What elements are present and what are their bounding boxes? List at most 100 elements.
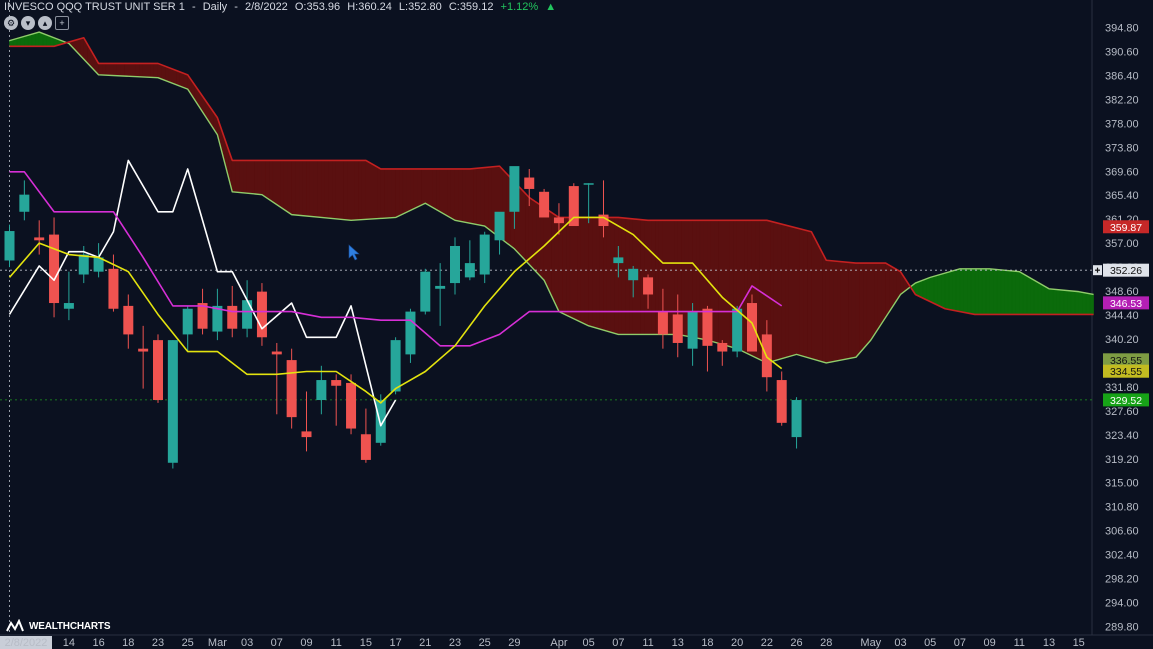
cloud-segment [1052, 288, 1057, 315]
cloud-segment [365, 159, 370, 220]
price-tick-label: 319.20 [1105, 454, 1139, 466]
cloud-segment [476, 167, 482, 226]
candle-body [539, 191, 550, 218]
date-tick-label: 11 [642, 637, 653, 649]
close-value: C:359.12 [448, 1, 494, 13]
cloud-segment [840, 261, 846, 361]
date-tick-label: 05 [924, 637, 936, 649]
cloud-segment [183, 72, 188, 90]
price-tick-label: 394.80 [1105, 23, 1139, 35]
date-tick-label: 20 [731, 637, 743, 649]
cloud-segment [309, 160, 315, 218]
add-icon[interactable]: + [55, 16, 69, 30]
cloud-segment [985, 268, 990, 315]
candle-body [78, 254, 89, 275]
cloud-segment [721, 220, 727, 346]
settings-icon[interactable]: ⚙ [4, 16, 18, 30]
price-badge-label: 334.55 [1110, 366, 1142, 378]
candle-body [524, 177, 535, 189]
cloud-segment [321, 160, 326, 219]
date-tick-label: 13 [1043, 637, 1055, 649]
cloud-segment [599, 217, 604, 331]
cloud-segment [369, 162, 374, 220]
cloud-segment [948, 270, 953, 311]
date-tick-label: 07 [612, 637, 624, 649]
cloud-segment [967, 268, 972, 315]
cloud-segment [1033, 279, 1039, 315]
cloud-segment [161, 64, 166, 81]
date-tick-label: 21 [419, 637, 431, 649]
cloud-segment [606, 217, 612, 333]
price-badge [1103, 220, 1149, 234]
cloud-segment [1082, 291, 1087, 315]
candle-body [747, 303, 757, 352]
price-tick-label: 386.40 [1105, 70, 1139, 82]
cloud-segment [933, 274, 938, 306]
header-separator: - [234, 1, 238, 13]
cloud-segment [128, 63, 133, 77]
cloud-segment [618, 217, 623, 335]
candle-body [568, 186, 579, 227]
cloud-segment [443, 168, 448, 217]
date-tick-label: 28 [820, 637, 832, 649]
candle-body [34, 237, 45, 241]
date-tick-label: May [860, 637, 881, 649]
cloud-segment [109, 63, 114, 76]
candle-body [197, 303, 208, 329]
date-tick-label: 07 [271, 637, 283, 649]
candle-body [464, 263, 475, 278]
candle-body [123, 305, 134, 335]
cloud-segment [339, 160, 344, 220]
date-tick-label: 29 [508, 637, 520, 649]
cloud-segment [254, 160, 259, 195]
cloud-segment [116, 63, 122, 77]
cloud-segment [1059, 289, 1065, 315]
cloud-segment [480, 167, 486, 227]
candle-body [672, 314, 683, 343]
cloud-segment [276, 160, 281, 208]
candle-body [301, 431, 312, 438]
price-tick-label: 378.00 [1105, 118, 1139, 130]
mouse-cursor-icon [348, 244, 360, 261]
cloud-segment [644, 219, 649, 335]
cloud-segment [889, 264, 894, 313]
cloud-segment [295, 160, 300, 216]
cloud-segment [807, 230, 812, 360]
candle-body [227, 305, 238, 329]
cloud-segment [844, 261, 849, 360]
candle-body [717, 342, 728, 352]
cloud-segment [450, 168, 456, 221]
candle-body [153, 340, 163, 401]
candle-body [286, 360, 297, 418]
price-badge [1103, 364, 1149, 378]
cloud-segment [981, 268, 987, 315]
cloud-segment [785, 224, 790, 358]
price-tick-label: 327.60 [1105, 406, 1139, 418]
hide-icon[interactable]: ▴ [38, 16, 52, 30]
candle-body [316, 380, 327, 401]
cloud-segment [358, 160, 363, 221]
cloud-segment [350, 160, 356, 221]
cloud-segment [881, 262, 886, 325]
collapse-icon[interactable]: ▾ [21, 16, 35, 30]
candle-body [212, 305, 223, 332]
cloud-segment [610, 217, 615, 334]
cloud-segment [926, 276, 931, 303]
cloud-segment [573, 217, 578, 321]
cloud-segment [1056, 289, 1061, 315]
change-percent: +1.12% [500, 1, 539, 13]
cloud-segment [280, 160, 285, 211]
candle-body [19, 194, 30, 212]
price-tick-label: 344.40 [1105, 310, 1139, 322]
cloud-segment [952, 269, 957, 312]
cloud-segment [837, 260, 842, 362]
cloud-segment [714, 220, 719, 344]
candle-body [182, 308, 193, 335]
cloud-segment [562, 217, 567, 316]
cloud-segment [458, 168, 463, 223]
cloud-segment [432, 168, 437, 211]
cloud-segment [640, 219, 645, 335]
cloud-segment [31, 32, 36, 47]
date-tick-label: 25 [479, 637, 491, 649]
